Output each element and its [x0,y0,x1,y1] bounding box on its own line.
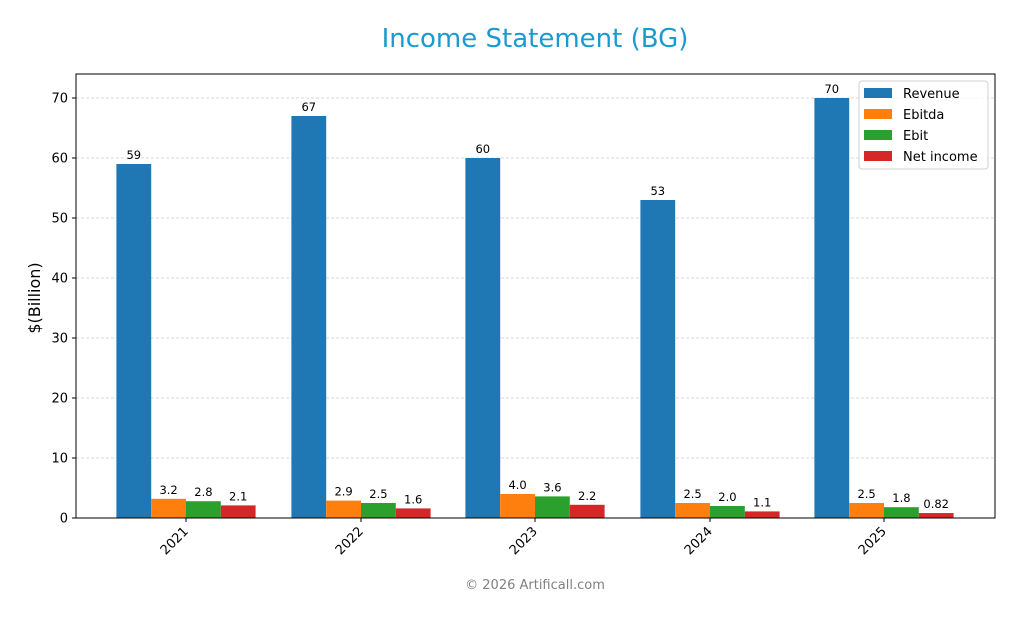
bar-value-label: 3.2 [159,483,177,497]
bar-value-label: 0.82 [923,497,949,511]
x-tick-label: 2023 [507,524,541,558]
bar-ebitda-2024 [675,503,710,518]
bar-ebitda-2022 [326,500,361,518]
y-axis: 0 10 20 30 40 50 60 70 [51,92,76,527]
y-tick-label: 20 [51,392,68,407]
x-tick-label: 2022 [333,524,367,558]
legend-label: Ebitda [903,108,944,123]
plot-frame [75,73,996,519]
x-axis: 2021 2022 2023 2024 2025 [158,518,890,558]
bar-value-label: 1.1 [753,495,771,509]
legend-swatch-revenue [864,88,892,98]
y-tick-label: 50 [51,212,68,227]
bar-net-income-2024 [744,511,780,518]
bar-net-income-2025 [918,513,954,518]
legend-swatch-ebitda [864,109,892,119]
bar-value-label: 67 [301,100,316,114]
bar-ebitda-2025 [849,503,884,518]
bar-ebitda-2023 [500,494,535,518]
legend-swatch-net-income [864,151,892,161]
x-tick-label: 2024 [682,524,716,558]
bar-revenue-2021 [116,164,152,518]
y-tick-label: 70 [51,92,68,107]
copyright-footer: © 2026 Artificall.com [465,578,605,593]
bar-revenue-2023 [465,158,501,518]
bar-value-label: 2.2 [578,489,596,503]
bar-value-label: 4.0 [508,478,526,492]
bar-value-label: 1.6 [404,492,422,506]
bar-net-income-2023 [569,504,605,518]
bar-revenue-2025 [814,98,850,518]
legend-label: Ebit [903,129,928,144]
chart-title: Income Statement (BG) [382,24,689,54]
bar-ebit-2021 [186,501,221,518]
bar-revenue-2022 [291,116,327,518]
y-tick-label: 60 [51,152,68,167]
bar-value-label: 2.9 [334,485,352,499]
bar-value-label: 2.0 [718,490,736,504]
gridlines [76,97,995,459]
bar-value-label: 60 [475,142,490,156]
bar-value-label: 59 [126,148,141,162]
bar-value-label: 2.5 [369,487,387,501]
bar-value-label: 2.5 [683,487,701,501]
x-tick-label: 2025 [856,524,890,558]
bar-value-label: 2.1 [229,489,247,503]
y-tick-label: 10 [51,452,68,467]
bar-value-label: 53 [650,184,665,198]
y-axis-label: $(Billion) [25,262,44,333]
bar-ebit-2025 [884,507,919,518]
legend-label: Net income [903,150,978,165]
x-tick-label: 2021 [158,524,192,558]
bar-revenue-2024 [640,200,676,518]
bar-value-label: 70 [824,82,839,96]
legend: Revenue Ebitda Ebit Net income [858,80,989,170]
bar-ebitda-2021 [151,498,186,518]
bar-ebit-2022 [361,503,396,518]
bar-value-label: 1.8 [892,491,910,505]
bar-series: 59 3.2 2.8 2.1 67 2.9 2.5 1.6 60 4.0 3.6 2.2 53 2.5 2.… [116,82,954,518]
bar-value-label: 2.8 [194,485,212,499]
legend-swatch-ebit [864,130,892,140]
legend-label: Revenue [903,87,960,102]
bar-value-label: 3.6 [543,480,561,494]
bar-value-label: 2.5 [857,487,875,501]
bar-net-income-2021 [220,505,256,518]
bar-net-income-2022 [395,508,431,518]
legend-box [858,80,989,170]
y-tick-label: 40 [51,272,68,287]
y-tick-label: 30 [51,332,68,347]
bar-ebit-2024 [710,506,745,518]
y-tick-label: 0 [60,512,68,527]
bar-ebit-2023 [535,496,570,518]
